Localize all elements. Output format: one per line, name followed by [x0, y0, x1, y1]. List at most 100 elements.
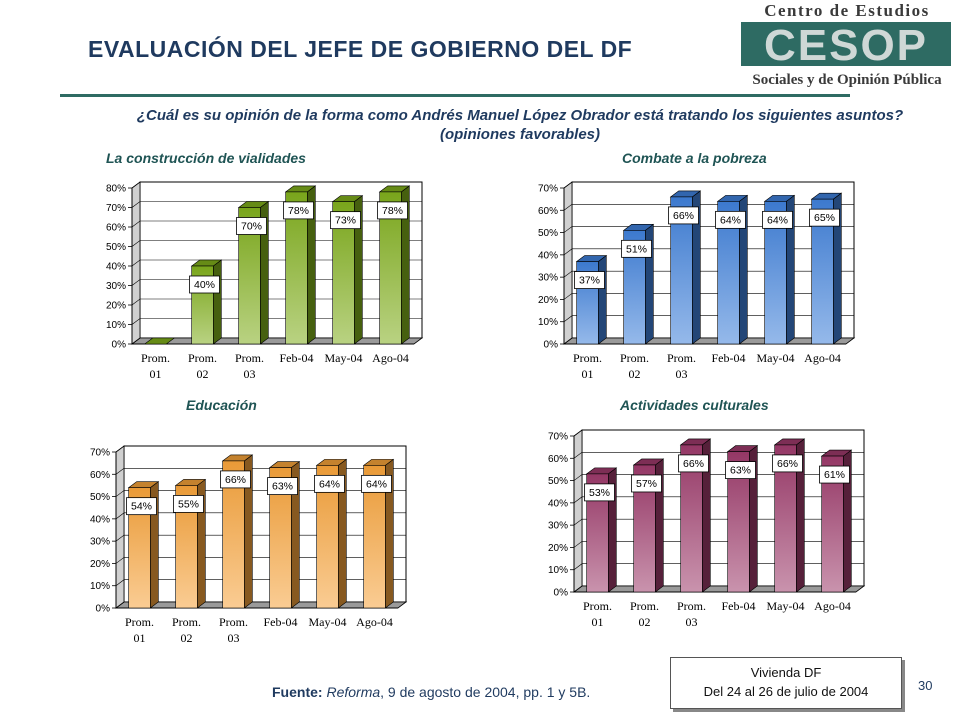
bar-side: [598, 254, 607, 345]
gridline: [115, 579, 406, 586]
y-tick-label: 30%: [538, 273, 558, 284]
chart-svg: 0% 10% 20% 30% 40% 50% 60% 70% 53% Prom. 01 57% Prom…: [548, 429, 866, 629]
y-tick-label: 50%: [106, 242, 126, 253]
x-tick-label: Prom.: [172, 615, 201, 629]
chart-title-vialidades: La construcción de vialidades: [106, 150, 306, 166]
x-tick-label: Prom.: [583, 599, 612, 613]
gridline: [563, 181, 854, 189]
survey-dates: Del 24 al 26 de julio de 2004: [703, 684, 869, 699]
source-note: Fuente: Reforma, 9 de agosto de 2004, pp…: [272, 684, 590, 700]
plot-back-wall: [571, 181, 855, 339]
data-label-box: [621, 239, 652, 258]
x-tick-label: Prom.: [620, 351, 649, 365]
data-label: 61%: [824, 469, 845, 481]
chart-pobreza: 0% 10% 20% 30% 40% 50% 60% 70% 37% Prom. 01 51% Prom…: [528, 172, 858, 408]
data-label-box: [772, 454, 803, 473]
gridline: [115, 467, 406, 475]
chart-title-pobreza: Combate a la pobreza: [622, 150, 767, 166]
y-tick-label: 70%: [106, 203, 126, 214]
data-label-box: [377, 201, 408, 220]
data-label-box: [283, 201, 314, 220]
bar-front: [764, 201, 787, 345]
bar-front: [175, 485, 198, 609]
gridline: [563, 270, 854, 278]
chart-title-educacion: Educación: [186, 397, 257, 413]
y-tick-label: 70%: [538, 184, 558, 195]
page-number: 30: [918, 678, 933, 693]
survey-question: ¿Cuál es su opinión de la forma como And…: [136, 107, 904, 143]
data-label: 70%: [241, 221, 262, 233]
data-label-box: [668, 206, 699, 225]
x-tick-label: Ago-04: [372, 351, 409, 365]
x-tick-label: Prom.: [573, 351, 602, 365]
gridline: [115, 557, 406, 564]
data-label: 66%: [225, 474, 246, 486]
bar: [143, 337, 176, 345]
bar: [679, 438, 712, 593]
x-tick-label: Prom.: [677, 599, 706, 613]
bar-side: [213, 259, 222, 345]
bar: [284, 185, 317, 345]
data-label: 73%: [335, 215, 356, 227]
bar-front: [717, 201, 740, 345]
y-tick-label: 30%: [106, 281, 126, 292]
data-label-box: [173, 495, 204, 513]
y-tick-label: 60%: [538, 206, 558, 217]
bar-front: [670, 196, 693, 345]
y-tick-label: 40%: [106, 262, 126, 273]
data-label-box: [267, 477, 298, 495]
x-tick-label: 02: [639, 615, 651, 629]
y-tick-label: 20%: [106, 301, 126, 312]
x-tick-label: Prom.: [235, 351, 264, 365]
x-tick-label: Feb-04: [280, 351, 314, 365]
gridline: [563, 293, 854, 300]
bar: [575, 254, 608, 345]
x-tick-label: Ago-04: [814, 599, 851, 613]
x-tick-label: Feb-04: [712, 351, 746, 365]
gridline: [131, 318, 422, 325]
y-tick-label: 60%: [90, 470, 110, 481]
bar: [820, 449, 853, 593]
bar: [810, 192, 843, 345]
y-tick-label: 0%: [554, 588, 569, 599]
bar: [268, 461, 301, 609]
gridline: [131, 298, 422, 306]
chart-educacion: 0% 10% 20% 30% 40% 50% 60% 70% 54% Prom. 01 55% Prom…: [80, 436, 410, 672]
data-label-box: [574, 271, 605, 289]
x-tick-label: 03: [228, 631, 240, 645]
data-label-box: [584, 483, 615, 502]
x-tick-label: Prom.: [141, 351, 170, 365]
y-tick-label: 10%: [538, 317, 558, 328]
bar: [315, 458, 348, 609]
x-tick-label: 03: [686, 615, 698, 629]
x-tick-label: Ago-04: [356, 615, 393, 629]
y-tick-label: 50%: [90, 492, 110, 503]
data-label: 40%: [194, 279, 215, 291]
data-label: 37%: [579, 275, 600, 287]
y-tick-label: 20%: [548, 543, 568, 554]
data-label-box: [361, 474, 392, 493]
plot-side-wall: [115, 445, 125, 609]
bar: [378, 185, 411, 345]
y-tick-label: 10%: [90, 581, 110, 592]
source-details: , 9 de agosto de 2004, pp. 1 y 5B.: [380, 684, 591, 700]
bar-front: [379, 191, 402, 345]
gridline: [573, 563, 864, 570]
bar: [585, 467, 618, 593]
page-title: EVALUACIÓN DEL JEFE DE GOBIERNO DEL DF: [88, 36, 633, 62]
gridline: [573, 541, 864, 548]
data-label: 78%: [288, 205, 309, 217]
data-label-box: [678, 454, 709, 473]
data-label: 63%: [730, 465, 751, 477]
data-label: 55%: [178, 498, 199, 510]
logo-top-text: Centro de Estudios: [764, 1, 930, 20]
logo-bottom-text: Sociales y de Opinión Pública: [752, 72, 942, 88]
bar-front: [332, 201, 355, 345]
bar: [763, 194, 796, 345]
gridline: [563, 203, 854, 211]
gridline: [131, 181, 422, 189]
bar-front: [238, 207, 261, 345]
source-label: Fuente:: [272, 684, 323, 700]
bar: [331, 195, 364, 345]
x-tick-label: Prom.: [188, 351, 217, 365]
